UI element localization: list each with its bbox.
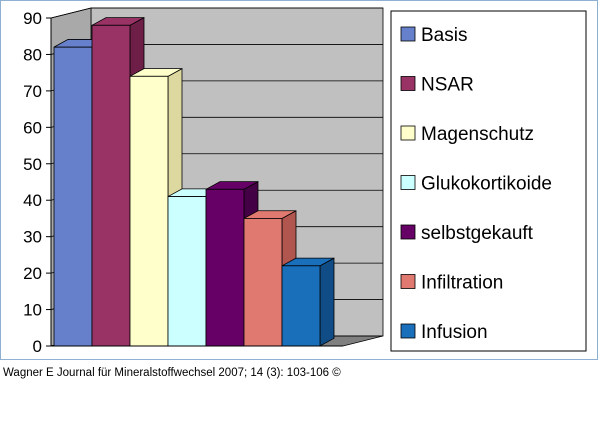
source-credit: Wagner E Journal für Mineralstoffwechsel… bbox=[3, 367, 341, 379]
legend-label: NSAR bbox=[421, 75, 474, 96]
legend-box bbox=[390, 10, 587, 352]
chart-frame: 0 10 20 30 40 50 60 70 80 90 Basis NSAR Magenschutz… bbox=[0, 0, 598, 360]
y-tick-label: 70 bbox=[23, 82, 42, 101]
legend-entry: NSAR bbox=[400, 75, 474, 96]
y-tick-label: 40 bbox=[23, 191, 42, 210]
y-tick-label: 10 bbox=[23, 301, 42, 320]
legend-label: Basis bbox=[421, 25, 467, 46]
legend-swatch bbox=[400, 224, 416, 240]
bar-chart: 0 10 20 30 40 50 60 70 80 90 Basis NSAR Magenschutz… bbox=[23, 7, 587, 356]
legend-swatch bbox=[400, 125, 416, 141]
legend: Basis NSAR Magenschutz Glukokortikoide selbs… bbox=[390, 10, 587, 352]
y-tick-label: 20 bbox=[23, 264, 42, 283]
legend-label: Infusion bbox=[421, 322, 488, 343]
bar-front bbox=[91, 24, 131, 347]
bar-front bbox=[205, 188, 245, 347]
bar bbox=[243, 210, 297, 347]
bar-side bbox=[319, 257, 335, 347]
y-tick-label: 30 bbox=[23, 228, 42, 247]
legend-label: Infiltration bbox=[421, 273, 503, 294]
legend-swatch bbox=[400, 76, 416, 91]
legend-swatch bbox=[400, 175, 416, 190]
y-tick-label: 90 bbox=[23, 9, 42, 28]
legend-swatch bbox=[400, 323, 416, 339]
y-tick-label: 50 bbox=[23, 155, 42, 174]
gridline bbox=[50, 7, 383, 19]
y-tick-label: 0 bbox=[33, 337, 42, 356]
y-tick-label: 80 bbox=[23, 45, 42, 64]
legend-label: Glukokortikoide bbox=[421, 174, 552, 195]
legend-entry: Infiltration bbox=[400, 273, 503, 294]
legend-entry: Infusion bbox=[400, 322, 488, 343]
axes bbox=[46, 17, 343, 347]
bar-front bbox=[53, 46, 93, 347]
legend-entry: Glukokortikoide bbox=[400, 174, 552, 195]
bar-front bbox=[243, 218, 283, 347]
legend-label: selbstgekauft bbox=[421, 223, 534, 244]
bar bbox=[281, 257, 335, 347]
bar-front bbox=[281, 265, 321, 347]
bars bbox=[53, 16, 335, 347]
y-tick-labels: 0 10 20 30 40 50 60 70 80 90 bbox=[23, 9, 42, 356]
bar-front bbox=[129, 75, 169, 347]
legend-swatch bbox=[400, 274, 416, 289]
bar-front bbox=[167, 196, 207, 347]
legend-swatch bbox=[400, 26, 416, 42]
legend-entry: Magenschutz bbox=[400, 124, 534, 145]
legend-label: Magenschutz bbox=[421, 124, 534, 145]
legend-entry: selbstgekauft bbox=[400, 223, 534, 244]
legend-entry: Basis bbox=[400, 25, 467, 46]
y-tick-label: 60 bbox=[23, 118, 42, 137]
